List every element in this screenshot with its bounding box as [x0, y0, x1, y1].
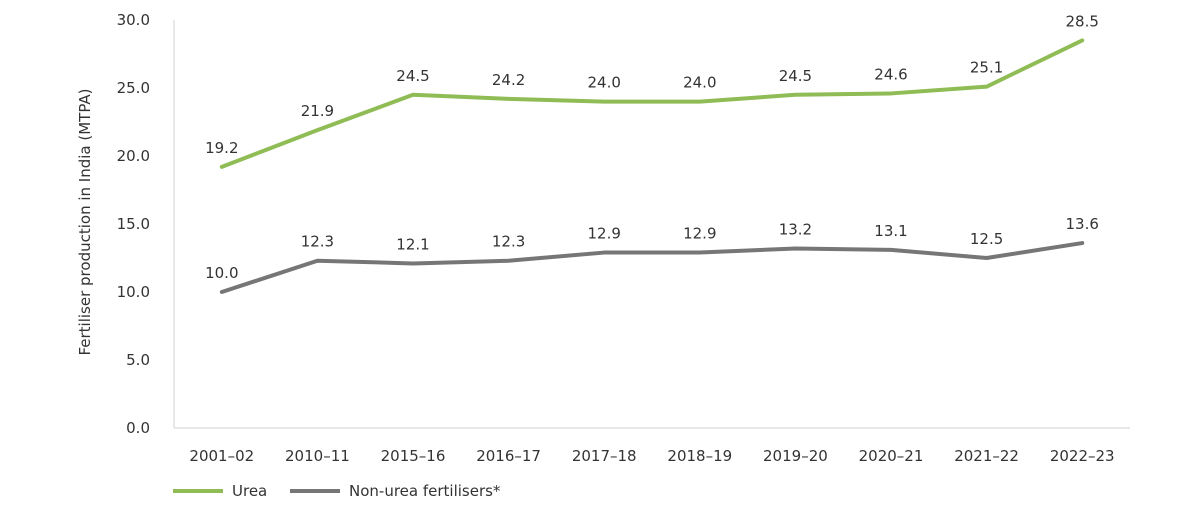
- data-label: 12.3: [492, 233, 525, 251]
- data-label: 24.5: [396, 67, 429, 85]
- data-label: 10.0: [205, 264, 238, 282]
- x-tick-label: 2018–19: [667, 447, 732, 465]
- series-lines: [219, 38, 1085, 294]
- legend-label: Urea: [232, 482, 267, 500]
- x-tick-label: 2010–11: [285, 447, 350, 465]
- y-tick-label: 10.0: [117, 283, 150, 301]
- y-tick-label: 20.0: [117, 147, 150, 165]
- data-label: 13.2: [779, 220, 812, 238]
- x-tick-labels: 2001–02 2010–11 2015–16 2016–17 2017–18 2018–…: [189, 447, 1114, 465]
- data-labels: 19.2 21.9 24.5 24.2 24.0 24.0 24.5 24.6 25.1 28.5…: [205, 12, 1099, 282]
- data-label: 24.0: [587, 74, 620, 92]
- y-tick-label: 30.0: [117, 11, 150, 29]
- x-tick-label: 2015–16: [381, 447, 446, 465]
- data-label: 12.3: [301, 233, 334, 251]
- legend-label: Non-urea fertilisers*: [349, 482, 501, 500]
- x-tick-label: 2019–20: [763, 447, 828, 465]
- y-tick-label: 0.0: [126, 419, 150, 437]
- data-label: 24.6: [874, 65, 907, 83]
- data-label: 24.2: [492, 71, 525, 89]
- data-label: 12.9: [683, 225, 716, 243]
- y-tick-label: 15.0: [117, 215, 150, 233]
- x-tick-label: 2021–22: [954, 447, 1019, 465]
- x-tick-label: 2017–18: [572, 447, 637, 465]
- data-label: 24.5: [779, 67, 812, 85]
- y-tick-label: 5.0: [126, 351, 150, 369]
- x-tick-label: 2016–17: [476, 447, 541, 465]
- legend: Urea Non-urea fertilisers*: [173, 482, 501, 500]
- y-tick-labels: 0.0 5.0 10.0 15.0 20.0 25.0 30.0: [117, 11, 150, 437]
- x-tick-label: 2001–02: [189, 447, 254, 465]
- data-label: 12.1: [396, 235, 429, 253]
- data-label: 21.9: [301, 102, 334, 120]
- data-label: 12.9: [587, 225, 620, 243]
- series-line-urea: [219, 38, 1085, 169]
- y-tick-label: 25.0: [117, 79, 150, 97]
- data-label: 13.6: [1065, 215, 1098, 233]
- data-label: 25.1: [970, 59, 1003, 77]
- x-tick-label: 2022–23: [1050, 447, 1115, 465]
- y-axis-title: Fertiliser production in India (MTPA): [76, 88, 94, 355]
- data-label: 28.5: [1065, 12, 1098, 30]
- data-label: 24.0: [683, 74, 716, 92]
- data-label: 12.5: [970, 230, 1003, 248]
- data-label: 19.2: [205, 139, 238, 157]
- x-tick-label: 2020–21: [859, 447, 924, 465]
- axes: [173, 20, 1130, 429]
- data-label: 13.1: [874, 222, 907, 240]
- series-line-non-urea: [219, 241, 1085, 294]
